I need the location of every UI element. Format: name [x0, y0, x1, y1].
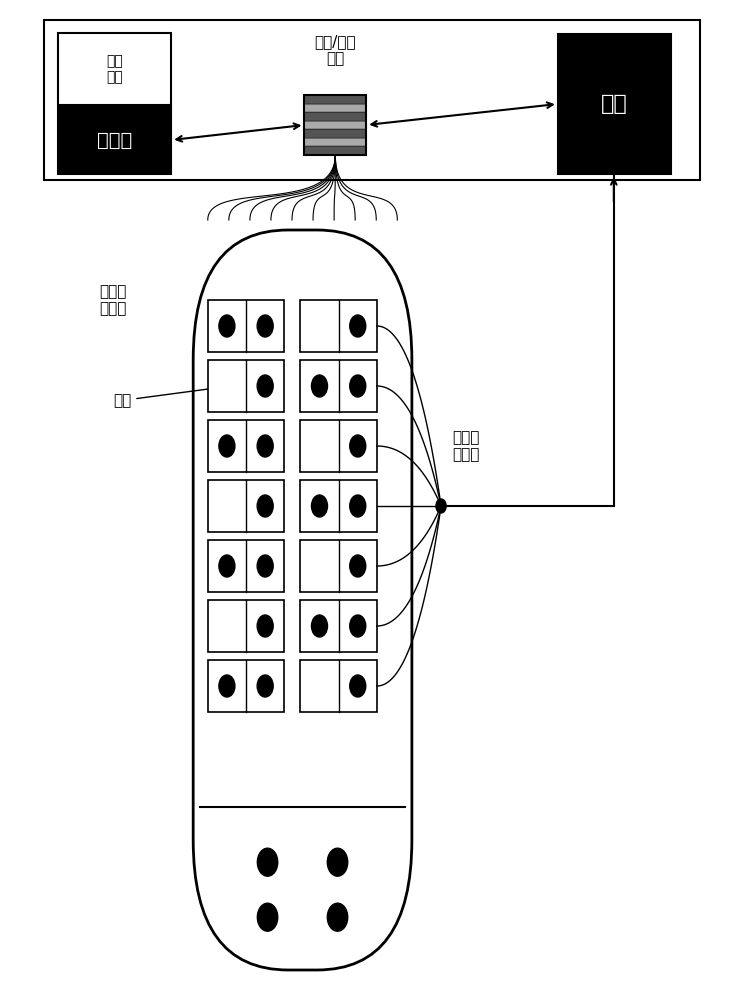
Circle shape: [219, 555, 235, 577]
Bar: [305, 95, 367, 155]
Bar: [58, 33, 171, 105]
Bar: [305, 129, 367, 138]
Bar: [558, 34, 671, 174]
Circle shape: [219, 315, 235, 337]
Circle shape: [350, 615, 366, 637]
FancyBboxPatch shape: [193, 230, 412, 970]
Text: 输入/输出
声卡: 输入/输出 声卡: [314, 34, 356, 66]
Circle shape: [219, 675, 235, 697]
Bar: [300, 480, 377, 532]
Circle shape: [219, 435, 235, 457]
Text: 测点: 测点: [113, 384, 227, 408]
Bar: [305, 146, 367, 155]
Bar: [208, 540, 284, 592]
Circle shape: [327, 848, 348, 876]
Bar: [305, 104, 367, 112]
Circle shape: [257, 315, 273, 337]
Circle shape: [257, 675, 273, 697]
Bar: [208, 660, 284, 712]
Text: 计算机: 计算机: [97, 130, 133, 149]
Bar: [208, 600, 284, 652]
Circle shape: [257, 903, 278, 931]
Bar: [208, 420, 284, 472]
Text: 扬声器
连接线: 扬声器 连接线: [452, 430, 480, 462]
Circle shape: [350, 315, 366, 337]
Bar: [300, 540, 377, 592]
Bar: [300, 300, 377, 352]
Circle shape: [257, 615, 273, 637]
Bar: [300, 360, 377, 412]
Circle shape: [311, 495, 327, 517]
Bar: [208, 480, 284, 532]
Circle shape: [350, 435, 366, 457]
Circle shape: [327, 903, 348, 931]
Circle shape: [350, 375, 366, 397]
Bar: [300, 600, 377, 652]
Bar: [305, 95, 367, 104]
Circle shape: [311, 375, 327, 397]
Circle shape: [257, 495, 273, 517]
Text: 软件
程序: 软件 程序: [106, 54, 123, 84]
Circle shape: [350, 495, 366, 517]
Circle shape: [436, 499, 446, 513]
Text: 控制室: 控制室: [612, 35, 642, 53]
Bar: [305, 121, 367, 129]
Bar: [58, 106, 171, 174]
Bar: [300, 420, 377, 472]
Circle shape: [350, 555, 366, 577]
Text: 传声器
连接线: 传声器 连接线: [99, 284, 127, 316]
Bar: [44, 20, 700, 180]
Circle shape: [257, 555, 273, 577]
Bar: [208, 300, 284, 352]
Circle shape: [257, 375, 273, 397]
Text: 功放: 功放: [601, 94, 628, 114]
Circle shape: [257, 435, 273, 457]
Circle shape: [350, 675, 366, 697]
Bar: [300, 660, 377, 712]
Bar: [208, 360, 284, 412]
Circle shape: [311, 615, 327, 637]
Circle shape: [257, 848, 278, 876]
Bar: [305, 112, 367, 121]
Bar: [305, 138, 367, 146]
